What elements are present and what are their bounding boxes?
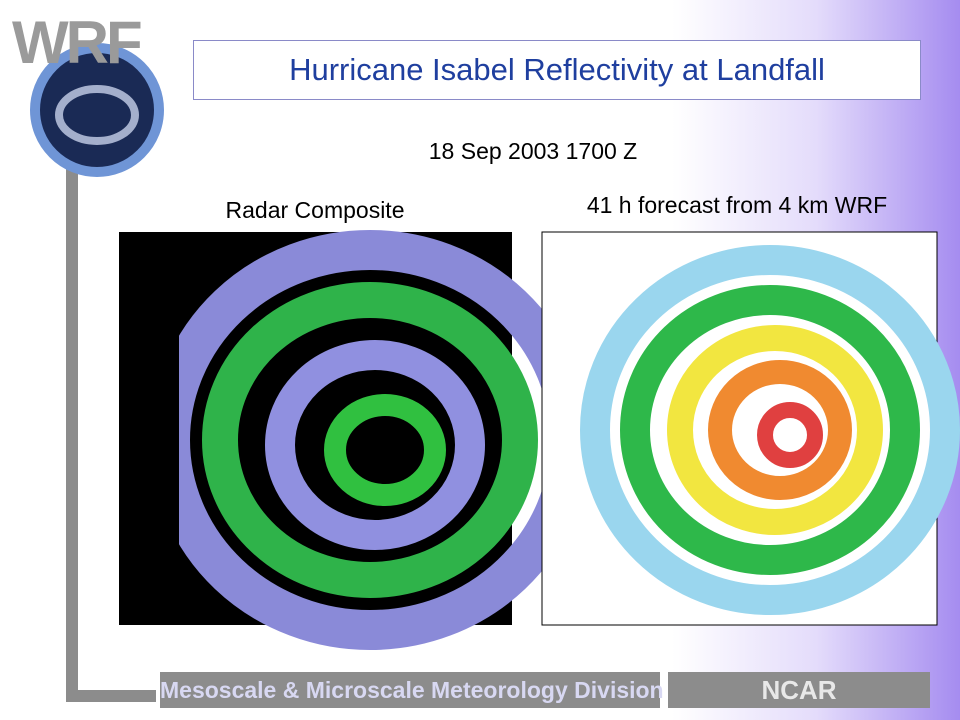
org: NCAR — [761, 675, 837, 705]
slide-title: Hurricane Isabel Reflectivity at Landfal… — [193, 40, 921, 100]
right-caption: 41 h forecast from 4 km WRF — [586, 192, 888, 218]
logo-text: WRF — [12, 9, 143, 76]
logo-circle — [30, 43, 164, 177]
logo-swirl — [55, 85, 139, 145]
footer-bar — [668, 672, 930, 708]
footer-bar — [160, 672, 660, 708]
forecast-swirl — [580, 245, 960, 615]
left-caption: Radar Composite — [225, 197, 405, 223]
bottom-bar — [66, 690, 156, 702]
left-bar — [66, 150, 78, 702]
date: 18 Sep 2003 1700 Z — [428, 138, 638, 164]
division: Mesoscale & Microscale Meteorology Divis… — [160, 677, 664, 703]
